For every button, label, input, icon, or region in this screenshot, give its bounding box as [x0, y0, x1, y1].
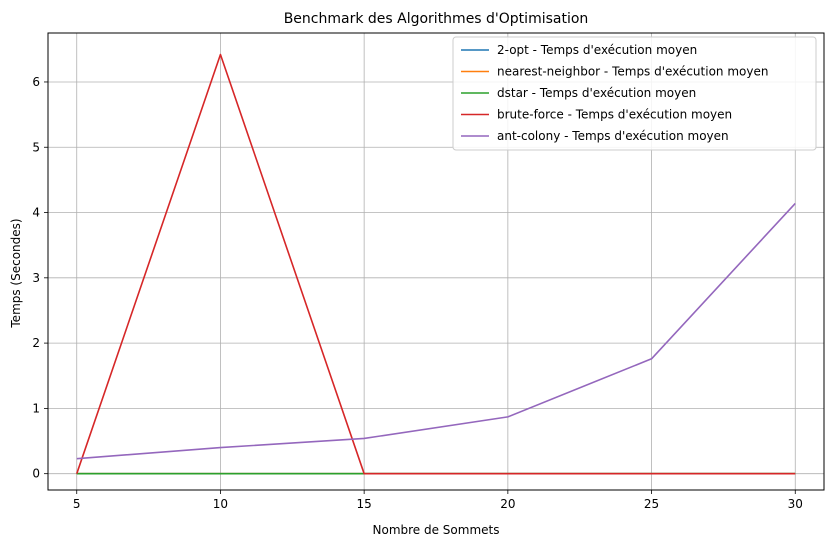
plot-frame — [47, 32, 825, 491]
x-axis-ticks: 5 10 15 20 25 30 — [73, 490, 803, 511]
x-tick-label: 20 — [500, 497, 515, 511]
x-tick-label: 25 — [644, 497, 659, 511]
y-tick-label: 6 — [32, 75, 40, 89]
legend: 2-opt - Temps d'exécution moyen nearest-n… — [452, 36, 817, 151]
series-line-4 — [76, 202, 796, 460]
series-line-3 — [75, 53, 796, 475]
x-tick-label: 5 — [73, 497, 81, 511]
legend-box — [452, 36, 817, 151]
x-tick-label: 10 — [213, 497, 228, 511]
y-tick-label: 3 — [32, 271, 40, 285]
legend-label: nearest-neighbor - Temps d'exécution moy… — [497, 65, 768, 79]
y-tick-label: 2 — [32, 336, 40, 350]
chart-title: Benchmark des Algorithmes d'Optimisation — [284, 11, 589, 27]
y-tick-label: 4 — [32, 206, 40, 220]
series-group — [75, 53, 796, 475]
x-tick-label: 15 — [357, 497, 372, 511]
legend-label: 2-opt - Temps d'exécution moyen — [497, 43, 697, 57]
y-tick-label: 5 — [32, 140, 40, 154]
y-tick-label: 0 — [32, 467, 40, 481]
y-tick-label: 1 — [32, 401, 40, 415]
x-axis-label: Nombre de Sommets — [373, 523, 500, 537]
x-tick-label: 30 — [788, 497, 803, 511]
legend-label: ant-colony - Temps d'exécution moyen — [497, 129, 729, 143]
y-axis-label: Temps (Secondes) — [9, 218, 23, 328]
legend-label: brute-force - Temps d'exécution moyen — [497, 108, 732, 122]
y-axis-ticks: 0 1 2 3 4 5 6 — [32, 75, 48, 481]
legend-label: dstar - Temps d'exécution moyen — [497, 86, 696, 100]
